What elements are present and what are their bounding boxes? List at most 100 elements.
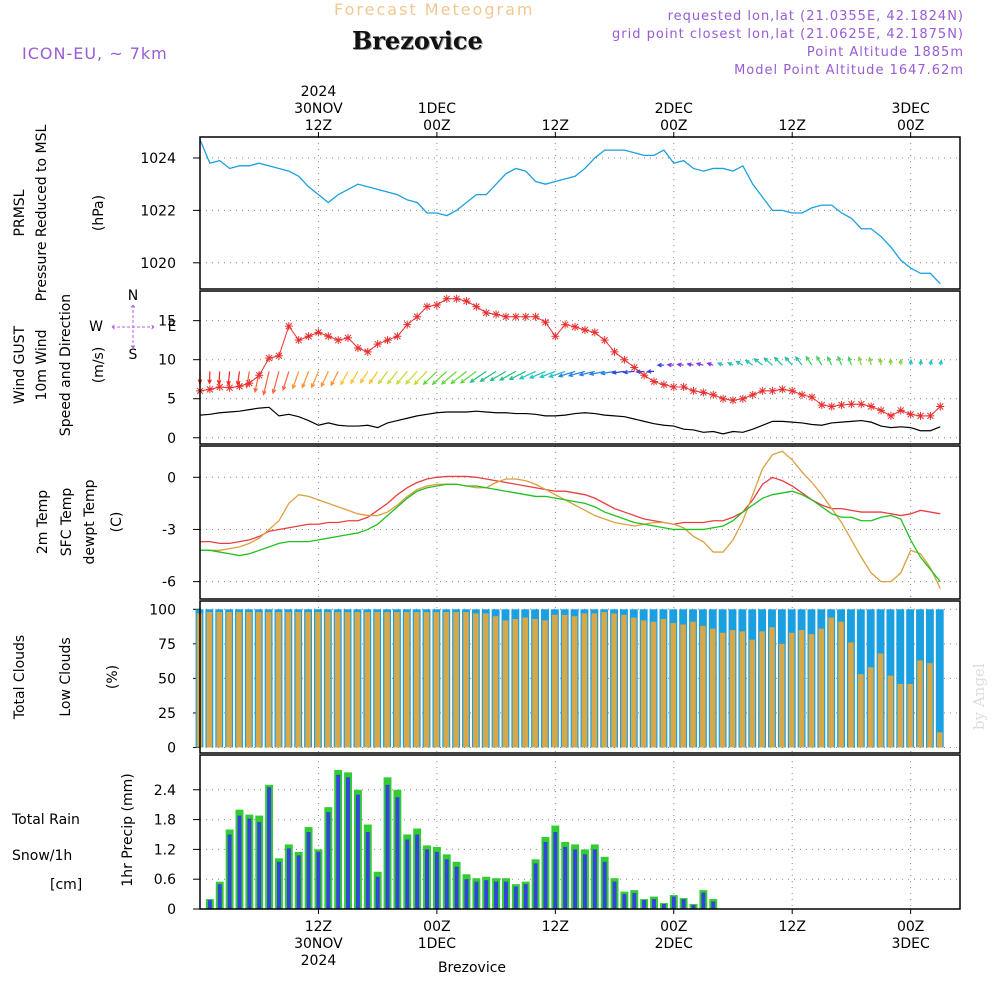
- low-cloud-bar: [542, 620, 548, 748]
- top-time-label: 2DEC: [655, 101, 694, 117]
- wind-vector-head: [301, 383, 306, 389]
- gust-marker: [620, 355, 629, 364]
- snow-bar: [306, 832, 311, 909]
- wind-vector-shaft: [612, 370, 625, 374]
- snow-bar: [425, 849, 429, 909]
- snow-bar: [681, 899, 686, 909]
- gust-marker: [580, 326, 589, 335]
- wind-vector-head: [450, 379, 456, 385]
- snow-bar: [474, 881, 479, 909]
- gust-marker: [551, 332, 560, 341]
- wind-vector: [753, 358, 763, 366]
- low-cloud-bar: [621, 614, 627, 748]
- gust-marker: [265, 354, 274, 363]
- compass-west: W: [89, 319, 103, 335]
- snow-bar: [286, 848, 291, 909]
- wind-vector-head: [469, 378, 475, 383]
- low-cloud-bar: [364, 612, 371, 748]
- gust-marker: [926, 411, 935, 420]
- snow-bar: [691, 905, 696, 909]
- wind-vector-head: [207, 379, 212, 385]
- snow-bar: [484, 880, 489, 909]
- snow-bar: [602, 861, 607, 909]
- wind-vector-shaft: [784, 356, 793, 366]
- wind-vector-head: [350, 379, 355, 385]
- gust-marker: [886, 411, 895, 420]
- snow-unit-legend: [cm]: [50, 877, 82, 893]
- gust-marker: [432, 301, 441, 310]
- wind-vector-head: [622, 369, 628, 375]
- gust-marker: [571, 322, 580, 331]
- wind-vector-shaft: [405, 371, 418, 385]
- wind-vector-head: [588, 371, 595, 376]
- snow-bar: [523, 884, 528, 909]
- wind-vector: [928, 359, 933, 366]
- wind-vector-shaft: [227, 371, 231, 385]
- gust-marker: [363, 347, 372, 356]
- model-name: ICON-EU, ~ 7km: [22, 44, 168, 63]
- wind-vector: [600, 370, 615, 376]
- y-tick-label: 50: [158, 671, 176, 687]
- wind-vector-shaft: [509, 370, 526, 380]
- axis-label-vertical: (m/s): [91, 347, 107, 384]
- low-cloud-bar: [611, 613, 617, 748]
- wind-vector-head: [938, 359, 943, 365]
- wind-vector-shaft: [816, 356, 823, 366]
- low-cloud-bar: [887, 675, 894, 748]
- wind-vector-head: [878, 357, 883, 363]
- wind-vector-shaft: [590, 370, 605, 375]
- gust-marker: [896, 406, 905, 415]
- y-tick-label: 1.2: [154, 842, 176, 858]
- wind-vector: [528, 370, 546, 379]
- wind-vector: [567, 370, 586, 378]
- wind-vector-shaft: [470, 370, 487, 383]
- wind-vector-shaft: [490, 370, 507, 382]
- wind-vector: [539, 370, 556, 379]
- compass-north: N: [128, 288, 138, 304]
- wind-vector-head: [386, 379, 392, 385]
- gridpoint-coords: grid point closest lon,lat (21.0625E, 42…: [612, 27, 964, 42]
- gust-marker: [758, 386, 767, 395]
- gust-marker: [472, 302, 481, 311]
- y-tick-label: 0: [167, 431, 176, 447]
- wind10m-line: [199, 406, 941, 435]
- low-cloud-bar: [877, 653, 884, 748]
- gust-marker: [827, 402, 836, 411]
- wind-vector: [291, 371, 300, 390]
- low-cloud-bar: [285, 612, 292, 748]
- wind-vector-shaft: [301, 371, 310, 388]
- gust-marker: [630, 363, 639, 372]
- wind-vector: [395, 371, 408, 385]
- wind-vector: [499, 370, 517, 381]
- low-cloud-bar: [374, 612, 380, 748]
- y-tick-label: 2.4: [154, 783, 176, 799]
- snow-bar: [395, 797, 400, 909]
- wind-vector: [310, 371, 319, 389]
- axis-label-vertical: (C): [109, 512, 125, 533]
- gust-marker: [877, 406, 886, 415]
- wind-vector-shaft: [805, 356, 813, 366]
- y-tick-label: 25: [158, 706, 176, 722]
- wind-vector-shaft: [340, 371, 349, 385]
- wind-vector-head: [422, 380, 428, 386]
- y-tick-label: 1024: [140, 151, 176, 167]
- low-cloud-bar: [788, 632, 795, 748]
- wind-vector: [320, 371, 329, 388]
- wind-vector: [646, 369, 655, 374]
- gust-marker: [235, 382, 244, 391]
- gust-marker: [679, 383, 688, 392]
- wind-vector-shaft: [529, 370, 546, 379]
- rain-legend: Total Rain: [11, 812, 80, 828]
- wind-vector: [868, 356, 873, 366]
- y-tick-label: -6: [162, 575, 176, 591]
- low-cloud-bar: [769, 627, 775, 748]
- total-cloud-bar: [935, 609, 944, 748]
- snow-bar: [494, 881, 499, 909]
- wind-vector: [857, 355, 863, 366]
- wind-vector-shaft: [423, 370, 438, 385]
- wind-vector-head: [908, 358, 914, 365]
- wind-vector: [656, 362, 664, 368]
- wind-vector: [744, 359, 754, 366]
- wind-vector-shaft: [827, 356, 833, 366]
- y-tick-label: 100: [149, 602, 176, 618]
